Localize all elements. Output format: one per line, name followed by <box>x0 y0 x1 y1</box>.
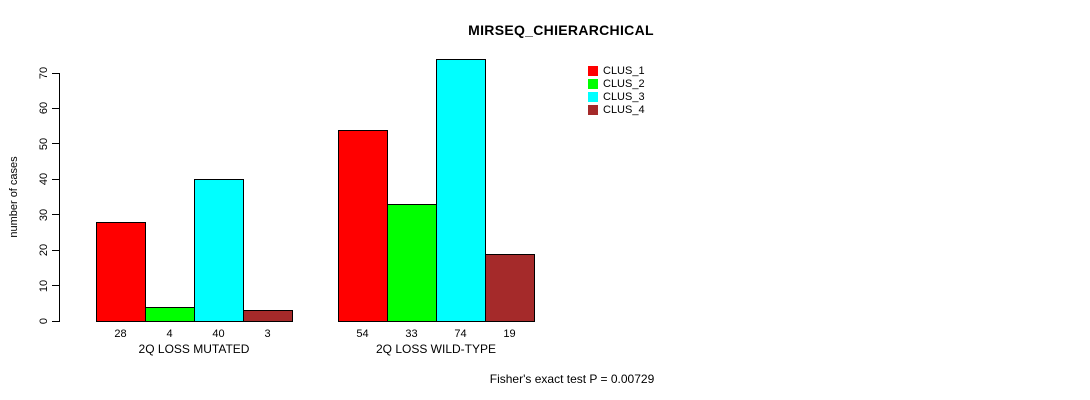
bar-value-label: 33 <box>405 328 418 340</box>
y-axis-line <box>59 73 60 322</box>
group-label: 2Q LOSS MUTATED <box>138 342 250 356</box>
legend-row: CLUS_3 <box>588 90 645 103</box>
y-tick <box>52 143 59 145</box>
y-tick-label: 50 <box>38 137 50 150</box>
legend-swatch-clus4 <box>588 104 598 115</box>
bar-value-label: 19 <box>503 328 516 340</box>
y-tick-label: 10 <box>38 279 50 292</box>
legend-label: CLUS_2 <box>603 77 645 90</box>
y-tick-label: 70 <box>38 66 50 80</box>
legend: CLUS_1 CLUS_2 CLUS_3 CLUS_4 <box>588 64 645 116</box>
fisher-test-annotation: Fisher's exact test P = 0.00729 <box>489 372 655 386</box>
legend-swatch-clus3 <box>588 91 598 102</box>
y-tick <box>52 178 59 180</box>
y-tick <box>52 72 59 74</box>
bar-value-label: 54 <box>356 328 369 340</box>
bar-clus_1-2 <box>338 130 388 322</box>
legend-row: CLUS_2 <box>588 77 645 90</box>
bar-value-label: 74 <box>454 328 467 340</box>
bar-value-label: 3 <box>264 328 271 340</box>
y-tick-label: 0 <box>38 317 50 325</box>
y-axis-label: number of cases <box>8 156 20 238</box>
legend-swatch-clus2 <box>588 78 598 89</box>
legend-row: CLUS_1 <box>588 64 645 77</box>
legend-swatch-clus1 <box>588 65 598 76</box>
bar-clus_3-2 <box>436 59 486 322</box>
y-tick-label: 20 <box>38 244 50 257</box>
legend-label: CLUS_4 <box>603 103 645 116</box>
bar-clus_3-1 <box>194 179 244 322</box>
bar-clus_2-2 <box>387 204 437 322</box>
y-tick <box>52 285 59 287</box>
y-tick <box>52 107 59 109</box>
chart-title: MIRSEQ_CHIERARCHICAL <box>468 22 654 38</box>
legend-row: CLUS_4 <box>588 103 645 116</box>
y-tick-label: 30 <box>38 208 50 221</box>
bar-clus_4-2 <box>485 254 535 322</box>
bar-value-label: 28 <box>114 328 127 340</box>
bar-value-label: 4 <box>166 328 173 340</box>
bar-clus_4-1 <box>243 310 293 322</box>
y-tick <box>52 214 59 216</box>
y-tick <box>52 320 59 322</box>
legend-label: CLUS_1 <box>603 64 645 77</box>
group-label: 2Q LOSS WILD-TYPE <box>375 342 497 356</box>
y-tick-label: 60 <box>38 102 50 115</box>
bar-value-label: 40 <box>212 328 225 340</box>
y-tick-label: 40 <box>38 173 50 186</box>
legend-label: CLUS_3 <box>603 90 645 103</box>
bar-clus_1-1 <box>96 222 146 322</box>
y-tick <box>52 249 59 251</box>
bar-clus_2-1 <box>145 307 195 322</box>
